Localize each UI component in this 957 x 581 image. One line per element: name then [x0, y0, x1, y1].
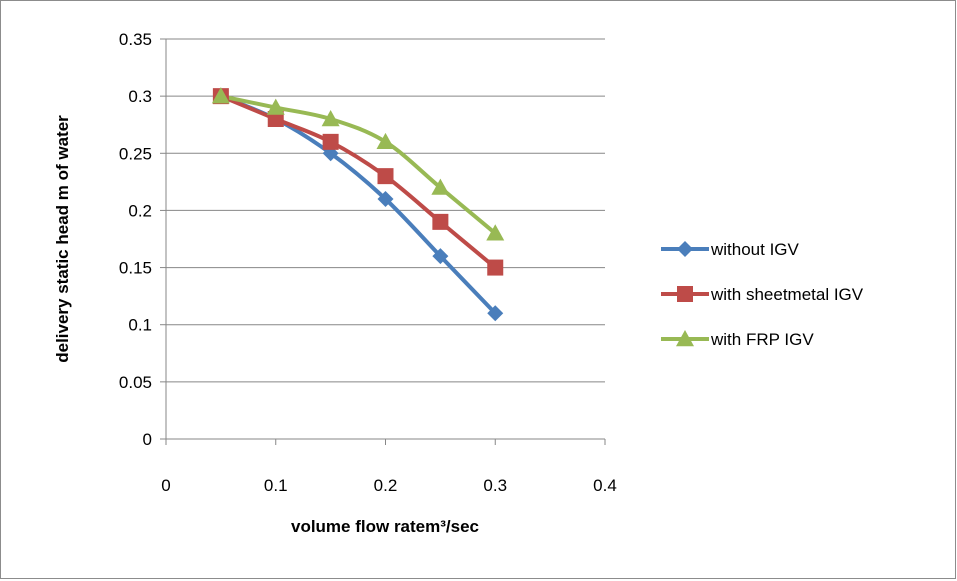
axes	[160, 38, 606, 445]
y-tick-label: 0.25	[119, 144, 152, 163]
legend-label: with sheetmetal IGV	[710, 285, 864, 304]
data-point-s1-p1	[267, 111, 284, 127]
legend-label: with FRP IGV	[710, 330, 814, 349]
legend-marker-icon	[677, 286, 693, 302]
x-tick-label: 0.1	[264, 476, 288, 495]
grid-lines	[166, 38, 605, 383]
legend-item-1: with sheetmetal IGV	[661, 285, 864, 304]
legend: without IGV with sheetmetal IGV with FRP I…	[661, 240, 864, 349]
y-tick-label: 0.35	[119, 30, 152, 49]
data-point-s2-p2	[321, 110, 340, 127]
data-point-s2-p4	[431, 178, 450, 195]
series-markers	[211, 87, 505, 322]
legend-marker-icon	[676, 330, 694, 347]
y-tick-label: 0.05	[119, 373, 152, 392]
data-point-s0-p4	[432, 248, 449, 265]
legend-marker-icon	[677, 241, 693, 257]
legend-item-0: without IGV	[661, 240, 800, 259]
data-point-s1-p3	[377, 168, 394, 185]
data-point-s2-p0	[211, 87, 230, 104]
x-tick-label: 0.4	[593, 476, 617, 495]
data-point-s0-p3	[377, 191, 394, 207]
x-tick-label: 0.3	[483, 476, 507, 495]
data-point-s2-p1	[266, 98, 285, 115]
x-tick-labels: 0 0.1 0.2 0.3 0.4	[161, 476, 617, 495]
data-point-s2-p5	[486, 224, 505, 241]
y-tick-labels: 0 0.05 0.1 0.15 0.2 0.25 0.3 0.35	[119, 30, 152, 449]
series-lines	[220, 94, 497, 315]
series-line-2	[220, 94, 497, 235]
data-point-s0-p5	[487, 305, 504, 322]
y-tick-label: 0	[143, 430, 152, 449]
y-axis-title: delivery static head m of water	[53, 115, 72, 363]
y-tick-label: 0.3	[128, 87, 152, 106]
x-tick-label: 0	[161, 476, 170, 495]
legend-label: without IGV	[710, 240, 800, 259]
data-point-s2-p3	[376, 132, 395, 150]
series-line-1	[220, 94, 497, 270]
y-tick-label: 0.2	[128, 201, 152, 220]
y-tick-label: 0.15	[119, 259, 152, 278]
legend-item-2: with FRP IGV	[661, 330, 814, 349]
data-point-s1-p5	[487, 259, 504, 276]
data-point-s1-p2	[322, 133, 339, 150]
x-tick-label: 0.2	[374, 476, 398, 495]
data-point-s1-p4	[432, 213, 449, 230]
x-axis-title: volume flow ratem³/sec	[291, 517, 479, 536]
y-tick-label: 0.1	[128, 316, 152, 335]
